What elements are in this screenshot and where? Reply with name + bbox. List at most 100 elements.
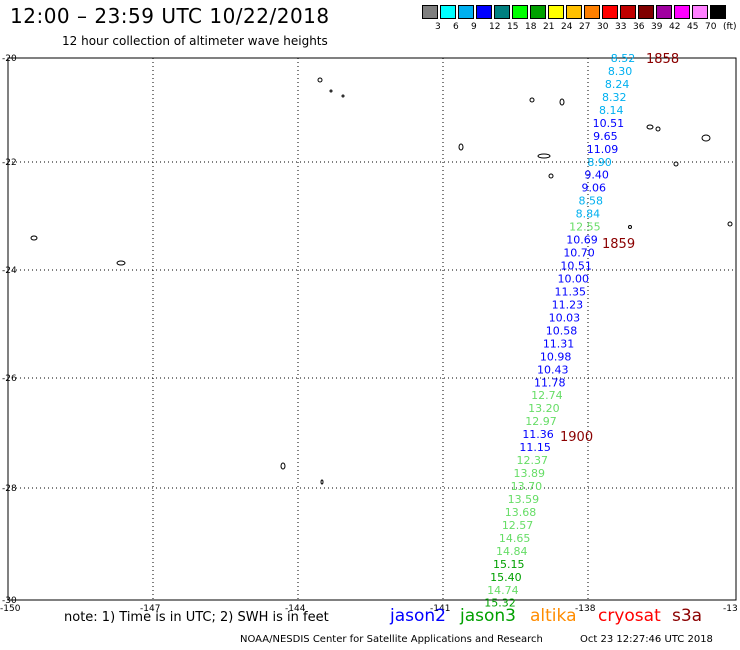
island: [673, 161, 679, 167]
legend-label: 12: [489, 22, 501, 32]
island: [30, 235, 38, 241]
island: [548, 173, 554, 179]
legend-label: 36: [633, 22, 645, 32]
wave-height-label: 14.74: [487, 584, 519, 597]
island: [341, 94, 345, 98]
legend-swatch: [530, 5, 546, 19]
wave-observations: 8.528.308.248.328.1410.519.6511.098.909.…: [484, 52, 635, 610]
lon-tick-label: -141: [430, 604, 450, 614]
wave-height-label: 8.58: [579, 195, 604, 208]
wave-height-label: 10.58: [546, 324, 578, 337]
wave-height-label: 9.40: [584, 169, 609, 182]
island: [628, 225, 632, 229]
wave-height-label: 8.90: [587, 156, 612, 169]
wave-height-label: 10.70: [563, 247, 595, 260]
legend-swatch: [692, 5, 708, 19]
island-outlines: [30, 77, 733, 485]
lon-tick-label: -150: [0, 604, 21, 614]
legend-label: 9: [471, 22, 477, 32]
legend-swatch: [548, 5, 564, 19]
island: [329, 89, 333, 93]
wave-height-label: 12.97: [525, 415, 557, 428]
satellite-label: cryosat: [598, 606, 661, 626]
legend-swatch: [710, 5, 726, 19]
wave-height-label: 14.84: [496, 545, 528, 558]
legend-label: 30: [597, 22, 609, 32]
legend-label: 21: [543, 22, 555, 32]
island: [701, 134, 711, 142]
wave-height-label: 9.06: [581, 182, 606, 195]
legend-swatch: [674, 5, 690, 19]
wave-height-label: 8.84: [576, 208, 601, 221]
time-label: 1900: [560, 430, 593, 445]
legend-swatch: [566, 5, 582, 19]
wave-height-label: 8.32: [602, 91, 627, 104]
wave-height-label: 8.24: [605, 78, 630, 91]
island: [458, 143, 464, 151]
wave-height-label: 10.98: [540, 350, 572, 363]
island: [320, 479, 324, 485]
island: [559, 98, 565, 106]
wave-height-label: 13.59: [508, 493, 540, 506]
island: [727, 221, 733, 227]
wave-height-label: 12.55: [569, 221, 601, 234]
wave-height-label: 13.70: [511, 480, 543, 493]
legend-swatch: [620, 5, 636, 19]
wave-height-label: 13.20: [528, 402, 560, 415]
legend-swatch: [512, 5, 528, 19]
time-label: 1858: [646, 52, 679, 67]
legend-swatch: [584, 5, 600, 19]
island: [646, 124, 654, 130]
legend-label: 42: [669, 22, 681, 32]
satellite-label: s3a: [672, 606, 703, 626]
wave-height-label: 11.35: [555, 285, 587, 298]
wave-height-label: 8.14: [599, 104, 624, 117]
legend-label: 24: [561, 22, 573, 32]
lat-tick-label: -22: [2, 158, 17, 168]
legend-swatch: [494, 5, 510, 19]
lat-tick-label: -28: [2, 484, 17, 494]
island: [280, 462, 286, 470]
wave-height-label: 11.09: [587, 143, 619, 156]
wave-height-label: 13.68: [505, 506, 537, 519]
lat-lon-grid: -150 -147 -144 -141 -138 -13 -20 -22 -24 -26 -28 -3…: [0, 54, 738, 614]
legend-label: 27: [579, 22, 591, 32]
time-label: 1859: [602, 237, 635, 252]
legend-swatch: [458, 5, 474, 19]
wave-height-label: 9.65: [593, 130, 618, 143]
legend-label: 3: [435, 22, 441, 32]
lat-tick-label: -24: [2, 266, 17, 276]
wave-height-label: 15.32: [484, 597, 516, 610]
legend-swatch: [638, 5, 654, 19]
satellite-label: jason3: [460, 606, 516, 626]
satellite-label: altika: [530, 606, 577, 626]
wave-height-label: 12.57: [502, 519, 534, 532]
island: [317, 77, 323, 83]
credit-line: NOAA/NESDIS Center for Satellite Applica…: [240, 634, 543, 645]
legend-label: 15: [507, 22, 519, 32]
lon-tick-label: -144: [285, 604, 306, 614]
wave-height-label: 8.52: [611, 52, 636, 65]
wave-height-label: 11.23: [552, 298, 584, 311]
legend-swatch: [656, 5, 672, 19]
wave-height-label: 10.43: [537, 363, 569, 376]
legend-label: 33: [615, 22, 627, 32]
wave-height-label: 8.30: [608, 65, 633, 78]
legend-swatch: [476, 5, 492, 19]
wave-height-label: 11.78: [534, 376, 566, 389]
legend-label: (ft): [723, 22, 737, 32]
wave-height-label: 15.15: [493, 558, 525, 571]
wave-height-label: 10.03: [549, 311, 581, 324]
lon-tick-label: -147: [140, 604, 160, 614]
lat-tick-label: -20: [2, 54, 17, 64]
lon-tick-label: -138: [575, 604, 596, 614]
lat-tick-label: -26: [2, 374, 17, 384]
wave-height-label: 10.51: [593, 117, 625, 130]
legend-swatch: [602, 5, 618, 19]
legend-label: 45: [687, 22, 699, 32]
generated-timestamp: Oct 23 12:27:46 UTC 2018: [580, 634, 713, 645]
time-labels: 1858 1859 1900: [560, 52, 679, 445]
wave-height-label: 12.74: [531, 389, 563, 402]
island: [655, 126, 661, 132]
